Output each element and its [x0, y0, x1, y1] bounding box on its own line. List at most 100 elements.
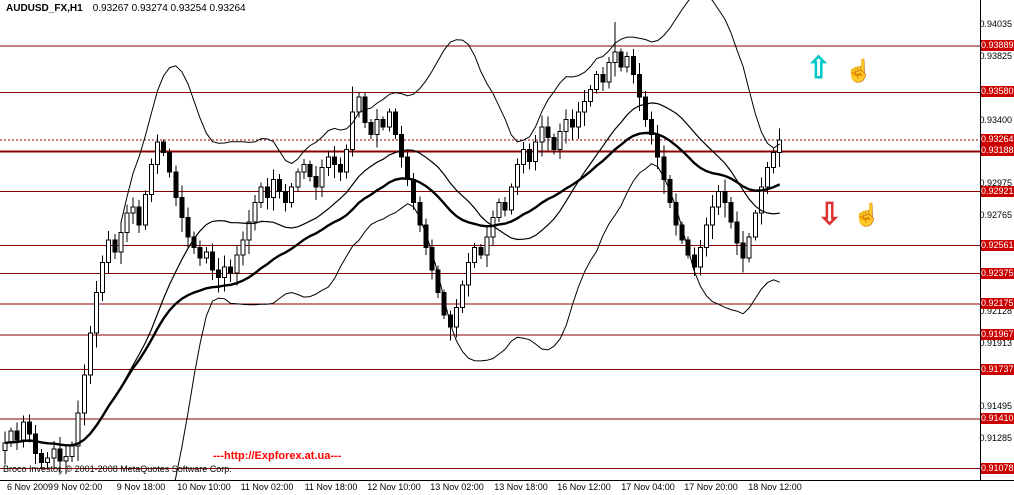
chart-title: AUDUSD_FX,H1 0.93267 0.93274 0.93254 0.93…	[6, 3, 246, 14]
time-tick-label: 13 Nov 02:00	[430, 482, 484, 492]
candle-body	[636, 73, 642, 98]
candle-body	[405, 156, 411, 181]
level-price-label: 0.91737	[981, 363, 1014, 375]
candle-body	[179, 197, 185, 218]
level-price-label: 0.92921	[981, 185, 1014, 197]
price-tick-label: 0.92975	[979, 178, 1012, 189]
price-axis[interactable]: 0.94035 0.93825 0.93400 0.92975 0.92765 0.921…	[979, 0, 1014, 480]
bollinger-upper-band	[120, 0, 780, 224]
candle-body	[722, 191, 728, 203]
candle-body	[161, 141, 167, 154]
candle-body	[765, 167, 770, 188]
candle-body	[51, 448, 57, 459]
candle-body	[697, 246, 703, 268]
candle-body	[20, 421, 26, 441]
candle-body	[94, 291, 99, 334]
time-tick-label: 9 Nov 18:00	[116, 482, 166, 492]
candle-body	[386, 111, 392, 128]
axis-separator-horizontal	[0, 480, 1014, 481]
candle-body	[136, 206, 142, 226]
candle-body	[508, 186, 514, 211]
candle-body	[710, 206, 716, 226]
candle-body	[301, 164, 307, 173]
current-price-label: 0.93264	[981, 134, 1014, 145]
candle-body	[771, 152, 777, 169]
candle-body	[344, 149, 350, 173]
time-tick-label: 13 Nov 18:00	[494, 482, 548, 492]
time-tick-label: 11 Nov 18:00	[304, 482, 358, 492]
candle-body	[380, 119, 386, 128]
candle-body	[758, 186, 764, 214]
price-tick-label: 0.93825	[979, 50, 1012, 61]
candle-body	[612, 51, 618, 63]
thumb-up-icon-1[interactable]: ☝	[845, 58, 873, 83]
candle-body	[752, 212, 758, 238]
candle-body	[539, 126, 545, 143]
candle-body	[240, 239, 246, 256]
level-price-label: 0.93889	[981, 40, 1014, 51]
bollinger-lower-band	[174, 163, 780, 480]
price-tick-label: 0.93400	[979, 114, 1012, 125]
time-tick-label: 16 Nov 12:00	[557, 482, 611, 492]
price-tick-label: 0.91913	[979, 338, 1012, 349]
time-axis[interactable]: 6 Nov 2009 9 Nov 02:00 9 Nov 18:00 10 Nov 1…	[0, 482, 980, 495]
candle-body	[130, 206, 136, 214]
candle-body	[142, 194, 148, 226]
candle-body	[685, 239, 691, 256]
candle-body	[350, 111, 356, 151]
candle-body	[100, 261, 106, 293]
candle-body	[374, 119, 380, 136]
candle-body	[569, 119, 575, 128]
price-tick-label: 0.91495	[979, 401, 1012, 411]
candle-body	[81, 374, 87, 414]
candle-body	[691, 254, 697, 268]
candle-body	[630, 55, 636, 75]
candle-body	[246, 221, 252, 241]
up-arrow-icon[interactable]: ⇧	[806, 52, 832, 85]
thumb-up-icon-2[interactable]: ☝	[853, 202, 881, 227]
price-tick-label: 0.91285	[979, 432, 1012, 443]
candle-body	[466, 261, 472, 286]
candle-body	[527, 149, 533, 163]
candle-body	[148, 164, 154, 196]
candle-body	[216, 269, 221, 278]
candle-body	[661, 156, 667, 181]
candle-body	[716, 191, 722, 208]
candle-body	[679, 224, 685, 241]
candle-body	[69, 445, 75, 457]
candle-body	[484, 236, 490, 256]
candle-body	[331, 156, 337, 166]
candle-body	[704, 224, 709, 248]
candle-body	[496, 201, 502, 218]
candle-body	[618, 51, 624, 68]
axis-separator-vertical	[980, 0, 981, 481]
time-tick-label: 12 Nov 10:00	[367, 482, 421, 492]
chart-canvas[interactable]: AUDUSD_FX,H1 0.93267 0.93274 0.93254 0.93…	[0, 0, 980, 480]
candle-body	[777, 139, 783, 154]
candle-body	[295, 171, 301, 188]
down-arrow-icon[interactable]: ⇩	[817, 198, 843, 231]
candle-body	[277, 179, 282, 193]
candle-body	[197, 246, 203, 259]
candle-body	[356, 96, 362, 113]
candle-body	[63, 455, 69, 462]
candle-body	[746, 236, 752, 259]
candle-body	[600, 73, 606, 83]
candle-body	[87, 332, 93, 376]
price-tick-label: 0.94035	[979, 19, 1012, 30]
time-tick-label: 10 Nov 10:00	[177, 482, 231, 492]
candle-body	[728, 201, 734, 223]
time-tick-label: 17 Nov 04:00	[621, 482, 675, 492]
candle-body	[124, 212, 130, 233]
candle-body	[289, 186, 295, 203]
candle-body	[514, 164, 520, 188]
candle-body	[2, 442, 8, 451]
candle-body	[258, 186, 264, 203]
level-price-label: 0.93580	[981, 86, 1014, 98]
candlestick-chart[interactable]	[0, 0, 980, 480]
candle-body	[392, 111, 398, 136]
time-tick-label: 11 Nov 02:00	[240, 482, 294, 492]
candle-body	[283, 191, 289, 203]
candle-body	[307, 164, 313, 178]
candle-body	[252, 201, 258, 223]
